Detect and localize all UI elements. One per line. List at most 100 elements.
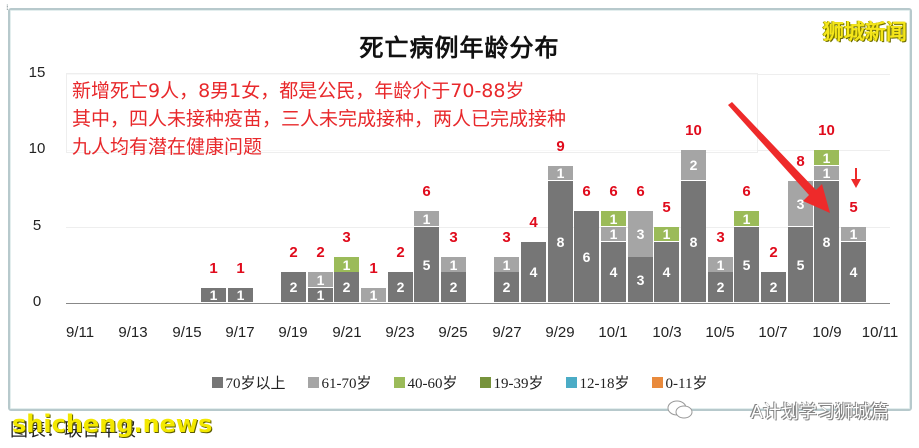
legend-item-40-60[interactable]: 40-60岁 xyxy=(393,372,458,393)
bar-segment: 4 xyxy=(521,241,546,303)
bar-segment: 3 xyxy=(788,180,813,227)
bar-segment: 5 xyxy=(414,226,439,303)
x-tick-label: 9/27 xyxy=(492,324,522,341)
legend-label: 12-18岁 xyxy=(579,376,630,392)
bar-total-label: 2 xyxy=(316,244,325,261)
bar-segment: 1 xyxy=(734,211,759,227)
bar-total-label: 3 xyxy=(342,229,351,246)
annotation-line-1: 新增死亡9人，8男1女，都是公民，年龄介于70-88岁 xyxy=(72,80,525,102)
bar-segment: 1 xyxy=(414,211,439,227)
bar-total-label: 6 xyxy=(422,183,431,200)
bar-total-label: 6 xyxy=(636,183,645,200)
bar-segment: 2 xyxy=(494,272,519,303)
bar-segment: 1 xyxy=(601,226,626,242)
bar-segment: 8 xyxy=(681,180,706,303)
x-tick-label: 10/5 xyxy=(705,324,735,341)
bar-segment: 1 xyxy=(494,257,519,272)
bar-segment: 1 xyxy=(654,226,679,242)
x-tick-label: 10/9 xyxy=(812,324,842,341)
legend-swatch xyxy=(651,377,663,388)
bar-segment: 1 xyxy=(308,272,333,288)
legend-item-12-18[interactable]: 12-18岁 xyxy=(565,372,630,393)
bar-segment: 5 xyxy=(788,226,813,303)
legend-swatch xyxy=(211,377,223,388)
bar-total-label: 1 xyxy=(236,260,245,277)
bar-segment: 1 xyxy=(201,287,226,303)
legend-item-61-70[interactable]: 61-70岁 xyxy=(307,372,372,393)
bar-total-label: 10 xyxy=(685,122,702,139)
bar-segment: 2 xyxy=(761,272,786,303)
bar-segment: 3 xyxy=(628,257,653,303)
bar-segment: 1 xyxy=(548,165,573,181)
legend-swatch xyxy=(479,377,491,388)
chart-frame: ⁞ xyxy=(6,3,912,411)
bar-total-label: 6 xyxy=(582,183,591,200)
chart-title: 死亡病例年龄分布 xyxy=(359,34,560,62)
bar-segment: 1 xyxy=(441,257,466,272)
legend-label: 61-70岁 xyxy=(321,376,372,392)
legend-label: 40-60岁 xyxy=(407,376,458,392)
bar-segment: 8 xyxy=(548,180,573,303)
y-tick-label: 10 xyxy=(28,140,46,157)
bar-segment: 4 xyxy=(841,241,866,303)
watermark-wechat-account: A计划学习狮城篇 xyxy=(750,402,889,423)
legend-label: 19-39岁 xyxy=(493,376,544,392)
legend-swatch xyxy=(565,377,577,388)
legend-item-70-plus[interactable]: 70岁以上 xyxy=(211,372,286,393)
bar-total-label: 3 xyxy=(716,229,725,246)
bar-total-label: 6 xyxy=(609,183,618,200)
gridline xyxy=(66,227,890,228)
watermark-url: shicheng.news xyxy=(12,410,213,438)
x-tick-label: 9/17 xyxy=(225,324,255,341)
legend-label: 0-11岁 xyxy=(665,376,708,392)
bar-segment: 2 xyxy=(441,272,466,303)
legend-swatch xyxy=(307,377,319,388)
watermark-shicheng-news: 狮城新闻 xyxy=(823,20,907,44)
bar-segment: 4 xyxy=(601,241,626,303)
bar-segment: 1 xyxy=(308,287,333,303)
bar-segment: 1 xyxy=(814,165,839,181)
bar-segment: 1 xyxy=(601,211,626,227)
x-tick-label: 9/11 xyxy=(65,324,95,341)
legend-item-19-39[interactable]: 19-39岁 xyxy=(479,372,544,393)
annotation-textbox xyxy=(66,73,758,153)
y-tick-label: 5 xyxy=(32,217,42,234)
bar-total-label: 10 xyxy=(818,122,835,139)
bar-segment: 2 xyxy=(334,272,359,303)
bar-segment: 2 xyxy=(681,150,706,181)
chart-legend: 70岁以上 61-70岁 40-60岁 19-39岁 12-18岁 0-11岁 xyxy=(0,372,919,393)
bar-segment: 8 xyxy=(814,180,839,303)
bar-segment: 1 xyxy=(361,287,386,303)
x-tick-label: 9/25 xyxy=(438,324,468,341)
bar-segment: 1 xyxy=(708,257,733,272)
bar-segment: 1 xyxy=(334,257,359,272)
x-tick-label: 9/19 xyxy=(278,324,308,341)
bar-total-label: 2 xyxy=(289,244,298,261)
bar-total-label: 1 xyxy=(369,260,378,277)
x-axis-line xyxy=(66,303,890,304)
bar-segment: 6 xyxy=(574,211,599,303)
x-tick-label: 10/1 xyxy=(598,324,628,341)
legend-item-0-11[interactable]: 0-11岁 xyxy=(651,372,708,393)
resize-handle-top-left[interactable]: ⁞ xyxy=(6,3,9,12)
bar-segment: 1 xyxy=(814,150,839,166)
bar-total-label: 3 xyxy=(502,229,511,246)
bar-total-label: 1 xyxy=(209,260,218,277)
bar-segment: 1 xyxy=(228,287,253,303)
x-tick-label: 9/21 xyxy=(332,324,362,341)
x-tick-label: 9/29 xyxy=(545,324,575,341)
bar-segment: 2 xyxy=(708,272,733,303)
bar-total-label: 9 xyxy=(556,138,565,155)
bar-segment: 4 xyxy=(654,241,679,303)
legend-swatch xyxy=(393,377,405,388)
chart-source-credit: 图表：联合早报 xyxy=(10,420,136,441)
bar-segment: 5 xyxy=(734,226,759,303)
legend-label: 70岁以上 xyxy=(225,376,286,392)
bar-total-label: 2 xyxy=(396,244,405,261)
x-tick-label: 10/11 xyxy=(861,324,899,341)
bar-total-label: 5 xyxy=(662,199,671,216)
bar-total-label: 6 xyxy=(742,183,751,200)
x-tick-label: 10/3 xyxy=(652,324,682,341)
bar-segment: 2 xyxy=(281,272,306,303)
bar-total-label: 2 xyxy=(769,244,778,261)
